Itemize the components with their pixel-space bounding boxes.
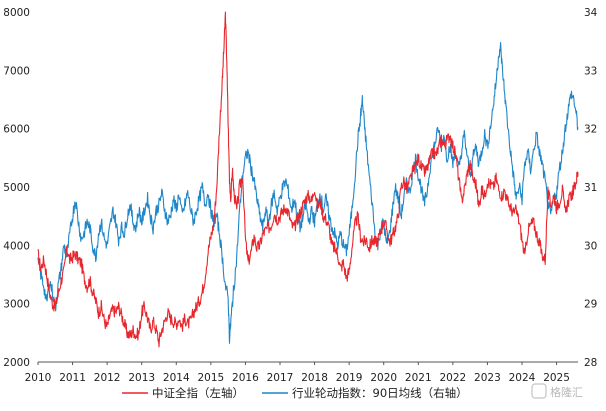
series-layer (37, 11, 579, 348)
y-left-tick-label: 8000 (3, 7, 30, 19)
x-tick-label: 2022 (439, 372, 466, 384)
watermark-text: 格隆汇 (550, 385, 583, 399)
y-right-tick-label: 34 (584, 7, 598, 19)
y-left-tick-label: 2000 (3, 357, 30, 369)
y-right-tick-label: 29 (584, 299, 597, 311)
y-right-tick-label: 28 (584, 357, 597, 369)
watermark-logo-icon (531, 383, 547, 399)
watermark: 格隆汇 (531, 383, 583, 399)
x-tick-label: 2013 (128, 372, 155, 384)
series-line-rotation-index (37, 42, 579, 344)
y-left-tick-label: 6000 (3, 124, 30, 136)
x-tick-label: 2014 (163, 372, 190, 384)
x-tick-label: 2023 (474, 372, 501, 384)
y-right-tick-label: 33 (584, 65, 597, 77)
y-right-tick-label: 31 (584, 182, 597, 194)
x-tick-label: 2010 (25, 372, 52, 384)
x-tick-label: 2019 (336, 372, 363, 384)
y-right-tick-label: 30 (584, 240, 597, 252)
x-tick-label: 2025 (543, 372, 570, 384)
x-tick-label: 2018 (301, 372, 328, 384)
x-tick-label: 2017 (267, 372, 294, 384)
x-tick-label: 2020 (370, 372, 397, 384)
x-tick-label: 2015 (197, 372, 224, 384)
y-left-tick-label: 7000 (3, 65, 30, 77)
y-left-tick-label: 5000 (3, 182, 30, 194)
series-line-csi-all-share (37, 11, 579, 348)
chart-legend: 中证全指（左轴） 行业轮动指数：90日均线（右轴） (122, 386, 468, 400)
x-tick-label: 2021 (405, 372, 432, 384)
x-tick-label: 2016 (232, 372, 259, 384)
chart-axes: 2000 3000 4000 5000 6000 7000 8000 28 29 30 31 32 33… (3, 7, 597, 384)
x-tick-label: 2024 (509, 372, 536, 384)
x-tick-label: 2011 (59, 372, 86, 384)
legend-label: 中证全指（左轴） (152, 386, 244, 400)
y-right-tick-label: 32 (584, 124, 597, 136)
y-left-tick-label: 4000 (3, 240, 30, 252)
y-left-tick-label: 3000 (3, 299, 30, 311)
x-tick-label: 2012 (94, 372, 121, 384)
legend-label: 行业轮动指数：90日均线（右轴） (292, 386, 468, 400)
